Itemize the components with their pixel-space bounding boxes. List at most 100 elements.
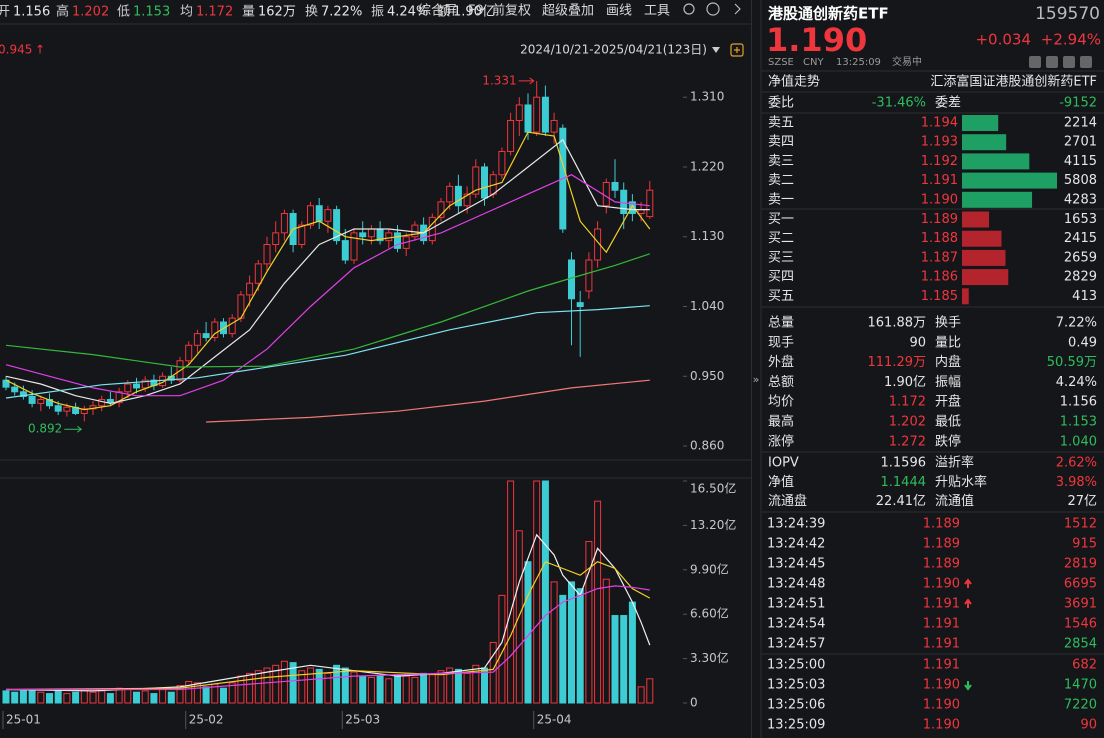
stat-value: 27亿	[1067, 494, 1097, 509]
candle-body	[106, 399, 114, 404]
toolbar-icons[interactable]	[683, 2, 744, 57]
trade-volume: 6695	[1064, 577, 1097, 592]
quote-label: 换	[305, 5, 318, 20]
x-tick-label: 25-04	[537, 713, 572, 727]
volume-bar	[220, 687, 227, 704]
collapse-toggle[interactable]: »	[753, 373, 760, 386]
quote-value: 4.24%	[387, 5, 428, 20]
menu-item[interactable]: 综合屏	[418, 4, 457, 19]
volume-bar	[594, 500, 602, 704]
stat-label: 均价	[768, 395, 794, 410]
security-name: 港股通创新药ETF	[768, 5, 889, 23]
trade-price: 1.190	[923, 577, 960, 592]
ma-line	[5, 253, 650, 368]
volume-bar	[133, 691, 140, 704]
nav-label[interactable]: 净值走势	[768, 74, 820, 90]
stat-label: 外盘	[768, 354, 794, 370]
stat-value: 161.88万	[868, 316, 927, 331]
v-tick-label: 3.30亿	[690, 650, 729, 665]
stat-value: 50.59万	[1047, 355, 1097, 370]
menu-item[interactable]: 画线	[606, 4, 632, 19]
stat-label: 溢折率	[935, 455, 974, 471]
volume-bar	[568, 581, 575, 704]
candle-body	[228, 317, 236, 335]
candle-body	[359, 232, 367, 238]
candle-body	[585, 259, 593, 292]
candle-body	[246, 282, 254, 296]
trade-volume: 2819	[1064, 557, 1097, 572]
quote-value: 1.153	[133, 5, 170, 20]
book-bar	[962, 211, 990, 228]
book-volume: 413	[1072, 289, 1097, 304]
menu-item[interactable]: 前复权	[492, 3, 531, 19]
candle-body	[428, 216, 436, 242]
stat-value: 4.24%	[1056, 375, 1097, 390]
trade-time: 13:25:03	[767, 678, 825, 693]
ma-line	[5, 174, 650, 397]
trade-price: 1.191	[923, 658, 960, 673]
candle-body	[620, 189, 628, 214]
candle-body	[367, 228, 375, 238]
menu-item[interactable]: F9	[468, 4, 484, 19]
menu-item[interactable]: 超级叠加	[542, 4, 594, 19]
v-tick-label: 13.20亿	[690, 517, 736, 532]
date-range: 2024/10/21-2025/04/21(123日)	[520, 43, 707, 57]
book-bar	[962, 269, 1009, 286]
book-volume: 2659	[1064, 250, 1097, 265]
volume-bar	[498, 594, 506, 704]
book-price: 1.194	[921, 116, 958, 131]
candle-body	[541, 96, 549, 133]
book-price: 1.191	[921, 173, 958, 188]
stat-value: 7.22%	[1056, 316, 1097, 331]
quote-label: 额	[437, 5, 450, 20]
candle-body	[533, 96, 541, 133]
volume-bar	[350, 671, 358, 704]
book-label: 卖四	[768, 135, 794, 150]
volume-bar	[176, 685, 184, 704]
trade-time: 13:24:45	[767, 557, 825, 572]
volume-bar	[507, 480, 515, 704]
book-volume: 2829	[1064, 270, 1097, 285]
volume-bar	[298, 670, 306, 704]
stat-label: 流通值	[935, 493, 974, 509]
volume-bar	[611, 615, 619, 704]
trade-time: 13:24:51	[767, 597, 825, 612]
trade-time: 13:24:48	[767, 577, 825, 592]
stat-value: 1.156	[1060, 395, 1097, 410]
candle-body	[446, 185, 454, 203]
trade-volume: 915	[1072, 537, 1097, 552]
candle-body	[307, 205, 314, 226]
dropdown-icon[interactable]	[712, 47, 720, 53]
row-dividers	[761, 70, 1104, 655]
menu-item[interactable]: 工具	[644, 4, 670, 19]
candle-body	[115, 391, 123, 404]
quote-value: 162万	[258, 5, 296, 20]
trade-status: 交易中	[892, 55, 922, 68]
volume-bar	[72, 691, 80, 704]
volume-bar	[585, 541, 593, 704]
trade-price: 1.191	[923, 617, 960, 632]
stat-value: 22.41亿	[876, 494, 926, 509]
volume-bar	[19, 690, 27, 704]
stat-value: 1.172	[889, 395, 926, 410]
quote-label: 振	[371, 5, 384, 20]
x-tick-label: 25-03	[345, 713, 380, 727]
stat-label: 振幅	[935, 375, 961, 390]
candle-body	[272, 232, 280, 245]
volume-bar	[541, 480, 549, 704]
header-icons[interactable]	[1029, 56, 1092, 68]
trade-volume: 1512	[1064, 517, 1097, 532]
trade-price: 1.190	[923, 678, 960, 693]
volume-bar	[628, 601, 636, 704]
ratio-value: -9152	[1059, 96, 1097, 111]
trade-time: 13:25:06	[767, 698, 825, 713]
volume-bar	[376, 675, 384, 704]
book-bar	[962, 191, 1033, 208]
trade-time: 13:25:00	[767, 658, 825, 673]
volume-bar	[646, 678, 654, 704]
candle-body	[507, 119, 515, 152]
trade-time: 13:24:42	[767, 537, 825, 552]
book-price: 1.188	[921, 231, 958, 246]
candle-body	[628, 201, 636, 214]
book-price: 1.192	[921, 154, 958, 169]
